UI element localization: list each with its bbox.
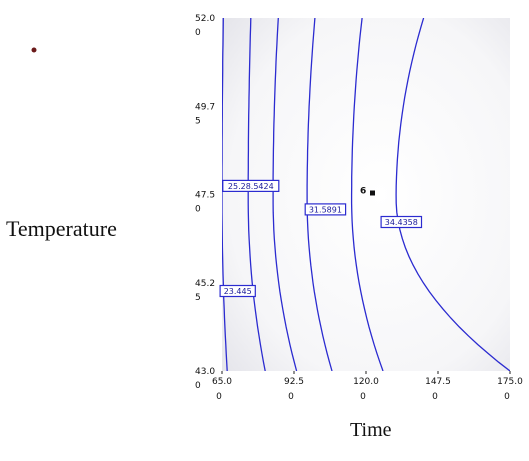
y-tick-label: 52.0 [195, 14, 215, 24]
contour-line [350, 18, 384, 371]
y-tick-label: 43.0 [195, 367, 215, 377]
contour-label-text: 25.28.5424 [228, 182, 274, 191]
y-axis-ticks: 43.0 0 45.2 5 47.5 0 49.7 5 52.0 0 [195, 14, 215, 391]
x-tick-label-line2: 0 [432, 392, 438, 402]
x-tick-label-line2: 0 [360, 392, 366, 402]
contour-line [247, 18, 266, 371]
y-tick-label-line2: 0 [195, 28, 201, 38]
contour-line [222, 18, 228, 371]
x-tick-label: 175.0 [497, 377, 523, 387]
y-tick-label-line2: 0 [195, 205, 201, 215]
y-tick-label: 49.7 [195, 102, 215, 112]
x-tick-label: 147.5 [425, 377, 451, 387]
y-tick-label-line2: 5 [195, 116, 201, 126]
contour-label-box [380, 215, 423, 229]
x-tick-label-line2: 0 [216, 392, 222, 402]
y-tick-label-line2: 5 [195, 293, 201, 303]
contour-label-text: 31.5891 [309, 205, 342, 214]
x-tick-label: 120.0 [353, 377, 379, 387]
x-tick-label: 65.0 [212, 377, 232, 387]
y-axis-title: Temperature [6, 216, 117, 241]
contour-label-text: 23.445 [224, 287, 252, 296]
design-point-marker [370, 190, 375, 196]
x-axis-ticks: 65.0 0 92.5 0 120.0 0 147.5 0 175.0 0 [212, 371, 523, 402]
x-tick-label: 92.5 [284, 377, 304, 387]
design-point-group: 6 [360, 187, 375, 197]
y-tick-label: 45.2 [195, 279, 215, 289]
contour-label-box [219, 284, 256, 298]
contour-label-text: 34.4358 [385, 218, 418, 227]
contour-line [272, 18, 298, 371]
x-tick-label-line2: 0 [504, 392, 510, 402]
contour-label-box [304, 203, 347, 216]
design-point-label: 6 [360, 187, 366, 197]
contour-line [306, 18, 333, 371]
contour-label-group: 25.28.5424 31.5891 34.4358 23.445 [219, 179, 423, 298]
x-axis-title: Time [350, 419, 392, 441]
contour-lines [222, 18, 510, 371]
contour-label-box [222, 179, 280, 192]
y-tick-label-line2: 0 [195, 381, 201, 391]
x-tick-label-line2: 0 [288, 392, 294, 402]
contour-line [395, 18, 510, 371]
stray-dot-marker [31, 47, 37, 53]
plot-area [222, 18, 510, 371]
y-tick-label: 47.5 [195, 191, 215, 201]
